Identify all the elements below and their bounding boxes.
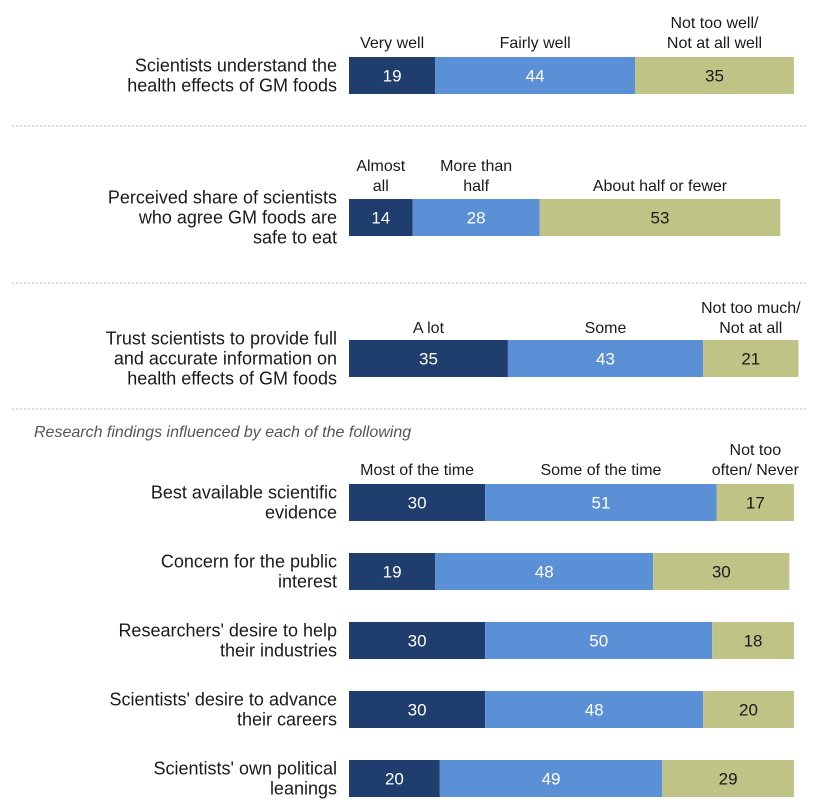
bar-segment-mid: [485, 484, 717, 521]
row-label: Scientists understand the health effects …: [127, 56, 337, 96]
data-label: 51: [592, 494, 611, 513]
category-header: Not too often/ Never: [712, 442, 800, 479]
data-label: 17: [746, 494, 765, 513]
category-header: Some: [585, 320, 627, 337]
bar-segment-dark: [349, 553, 436, 590]
data-label: 44: [526, 67, 545, 86]
bar-segment-dark: [349, 199, 413, 236]
data-label: 30: [712, 563, 731, 582]
bar-segment-mid: [485, 622, 713, 659]
data-label: 19: [383, 563, 402, 582]
category-header: Some of the time: [540, 462, 661, 479]
data-label: 30: [408, 701, 427, 720]
data-label: 48: [585, 701, 604, 720]
row-label: Perceived share of scientists who agree G…: [108, 188, 337, 248]
data-label: 30: [408, 632, 427, 651]
bar-segment-mid: [485, 691, 704, 728]
data-label: 50: [589, 632, 608, 651]
category-header: Not too well/Not at all well: [667, 15, 762, 52]
data-label: 30: [408, 494, 427, 513]
bar-segment-dark: [349, 484, 486, 521]
row-label: Researchers' desire to help their industr…: [118, 621, 337, 661]
data-label: 35: [419, 350, 438, 369]
data-label: 29: [719, 770, 738, 789]
data-label: 28: [467, 209, 486, 228]
bar-segment-dark: [349, 691, 486, 728]
bar-segment-mid: [435, 57, 636, 94]
bar-segment-dark: [349, 622, 486, 659]
category-header: About half or fewer: [593, 178, 728, 195]
section-subtitle: Research findings influenced by each of …: [34, 424, 411, 441]
row-label: Concern for the public interest: [161, 552, 337, 592]
data-label: 53: [651, 209, 670, 228]
data-label: 19: [383, 67, 402, 86]
category-header: Fairly well: [500, 35, 571, 52]
data-label: 35: [705, 67, 724, 86]
row-label: Best available scientific evidence: [151, 483, 337, 523]
row-label: Scientists' own political leanings: [153, 759, 337, 799]
category-header: Very well: [360, 35, 424, 52]
bar-segment-dark: [349, 340, 508, 377]
bar-segment-mid: [412, 199, 540, 236]
bar-segment-light: [703, 691, 794, 728]
bar-segment-light: [662, 760, 794, 797]
bar-segment-light: [653, 553, 790, 590]
data-label: 18: [744, 632, 763, 651]
data-label: 14: [371, 209, 390, 228]
bar-segment-light: [703, 340, 799, 377]
category-header: More than half: [440, 158, 512, 195]
row-label: Trust scientists to provide full and accu…: [106, 329, 337, 389]
bar-segment-dark: [349, 760, 440, 797]
category-header: Not too much/Not at all: [701, 300, 801, 337]
bar-segment-mid: [507, 340, 704, 377]
data-label: 21: [741, 350, 760, 369]
bar-segment-mid: [435, 553, 654, 590]
row-label: Scientists' desire to advance their caree…: [109, 690, 337, 730]
bar-segment-light: [539, 199, 781, 236]
category-header: A lot: [413, 320, 445, 337]
bar-segment-mid: [439, 760, 663, 797]
category-header: Most of the time: [360, 462, 474, 479]
data-label: 43: [596, 350, 615, 369]
data-label: 20: [385, 770, 404, 789]
bar-segment-light: [712, 622, 794, 659]
bar-segment-light: [716, 484, 794, 521]
data-label: 49: [542, 770, 561, 789]
bar-segment-dark: [349, 57, 436, 94]
category-header: Almost all: [356, 158, 405, 195]
bar-segment-light: [635, 57, 794, 94]
data-label: 20: [739, 701, 758, 720]
data-label: 48: [535, 563, 554, 582]
